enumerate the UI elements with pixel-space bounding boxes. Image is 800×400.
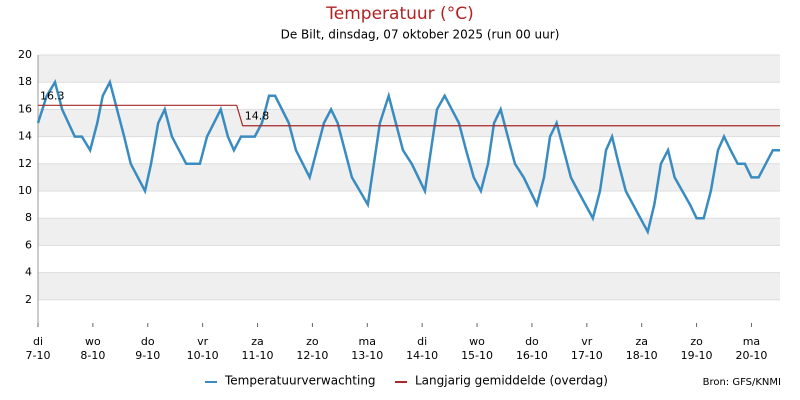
- x-tick-date: 15-10: [461, 349, 493, 362]
- x-tick-date: 8-10: [80, 349, 105, 362]
- x-tick-date: 9-10: [135, 349, 160, 362]
- grid-band: [38, 272, 780, 300]
- legend-label: Temperatuurverwachting: [224, 374, 376, 388]
- grid-band: [38, 218, 780, 246]
- x-tick-date: 18-10: [626, 349, 658, 362]
- grid-band: [38, 55, 780, 83]
- y-tick-label: 6: [25, 238, 32, 251]
- legend-label: Langjarig gemiddelde (overdag): [415, 374, 608, 388]
- y-tick-label: 2: [25, 293, 32, 306]
- source: Bron: GFS/KNMI: [703, 377, 781, 388]
- x-tick-label: vr 17-10: [571, 335, 603, 362]
- x-tick-label: za 18-10: [626, 335, 658, 362]
- x-tick-day: za: [635, 335, 648, 348]
- x-tick-date: 12-10: [296, 349, 328, 362]
- x-tick-day: vr: [581, 335, 593, 348]
- series-line: [38, 104, 780, 127]
- x-tick-label: zo 19-10: [681, 335, 713, 362]
- y-tick-label: 10: [18, 184, 32, 197]
- x-tick-label: di 7-10: [26, 335, 51, 362]
- y-tick-label: 18: [18, 75, 32, 88]
- x-tick-day: wo: [469, 335, 485, 348]
- x-tick-label: zo 12-10: [296, 335, 328, 362]
- x-tick-day: do: [141, 335, 155, 348]
- grid-band: [38, 109, 780, 137]
- x-tick-date: 14-10: [406, 349, 438, 362]
- x-tick-label: do 9-10: [135, 335, 160, 362]
- y-tick-label: 8: [25, 211, 32, 224]
- x-tick-day: di: [33, 335, 43, 348]
- x-tick-day: wo: [85, 335, 101, 348]
- y-tick-label: 16: [18, 102, 32, 115]
- chart-title: Temperatuur (°C): [325, 4, 473, 24]
- x-tick-label: wo 15-10: [461, 335, 493, 362]
- x-tick-date: 19-10: [681, 349, 713, 362]
- x-tick-day: do: [525, 335, 539, 348]
- x-tick-day: vr: [197, 335, 209, 348]
- y-tick-label: 20: [18, 48, 32, 61]
- x-tick-label: ma 13-10: [351, 335, 383, 362]
- x-tick-day: di: [417, 335, 427, 348]
- x-tick-day: za: [251, 335, 264, 348]
- x-tick-label: za 11-10: [242, 335, 274, 362]
- x-tick-date: 10-10: [187, 349, 219, 362]
- x-tick-date: 17-10: [571, 349, 603, 362]
- value-label: 14.8: [245, 110, 269, 123]
- x-tick-date: 20-10: [735, 349, 767, 362]
- y-tick-label: 4: [25, 266, 32, 279]
- x-tick-date: 11-10: [242, 349, 274, 362]
- x-tick-date: 13-10: [351, 349, 383, 362]
- x-tick-label: wo 8-10: [80, 335, 105, 362]
- x-tick-date: 7-10: [26, 349, 51, 362]
- x-tick-date: 16-10: [516, 349, 548, 362]
- x-tick-day: zo: [690, 335, 703, 348]
- x-tick-day: zo: [306, 335, 319, 348]
- y-tick-label: 14: [18, 130, 32, 143]
- chart-subtitle: De Bilt, dinsdag, 07 oktober 2025 (run 0…: [281, 28, 560, 42]
- x-tick-label: di 14-10: [406, 335, 438, 362]
- x-tick-day: ma: [743, 335, 760, 348]
- value-label: 16.3: [40, 89, 65, 102]
- x-tick-label: ma 20-10: [735, 335, 767, 362]
- x-tick-label: vr 10-10: [187, 335, 219, 362]
- series-line: [36, 78, 780, 236]
- x-tick-label: do 16-10: [516, 335, 548, 362]
- y-tick-label: 12: [18, 157, 32, 170]
- x-tick-day: ma: [359, 335, 376, 348]
